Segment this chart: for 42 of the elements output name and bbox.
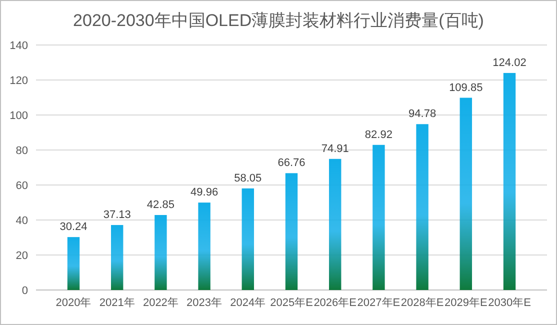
bar bbox=[372, 144, 385, 290]
x-tick-label: 2027年E bbox=[357, 297, 400, 309]
bar bbox=[198, 202, 210, 290]
data-label: 37.13 bbox=[103, 209, 131, 222]
data-label: 30.24 bbox=[60, 221, 88, 234]
data-label: 58.05 bbox=[234, 172, 262, 184]
x-tick-label: 2026年E bbox=[314, 297, 357, 309]
x-tick-label: 2023年 bbox=[186, 297, 222, 309]
y-tick-label: 140 bbox=[10, 40, 28, 52]
x-tick-label: 2020年 bbox=[56, 297, 92, 309]
bar bbox=[67, 237, 80, 290]
bar bbox=[328, 158, 342, 290]
bar bbox=[242, 188, 254, 290]
chart-title: 2020-2030年中国OLED薄膜封装材料行业消费量(百吨) bbox=[73, 11, 484, 30]
data-label: 124.02 bbox=[492, 56, 526, 69]
x-tick-label: 2024年 bbox=[230, 297, 266, 309]
x-tick-label: 2022年 bbox=[142, 297, 178, 309]
x-tick-label: 2030年E bbox=[488, 297, 531, 309]
y-tick-label: 80 bbox=[16, 144, 28, 157]
data-label: 82.92 bbox=[364, 128, 392, 141]
bar bbox=[503, 72, 516, 290]
data-label: 109.85 bbox=[449, 82, 483, 94]
data-label: 94.78 bbox=[408, 108, 436, 120]
y-tick-label: 60 bbox=[16, 180, 28, 192]
x-tick-label: 2028年E bbox=[400, 297, 444, 309]
data-label: 74.91 bbox=[321, 142, 349, 155]
data-label: 49.96 bbox=[190, 186, 218, 199]
y-tick-label: 100 bbox=[10, 110, 28, 122]
y-tick-label: 0 bbox=[22, 284, 28, 297]
bar bbox=[460, 98, 472, 290]
x-tick-label: 2029年E bbox=[444, 297, 488, 309]
bar bbox=[285, 173, 298, 290]
bar bbox=[110, 225, 124, 290]
y-tick-label: 20 bbox=[16, 250, 28, 262]
x-tick-label: 2025年E bbox=[270, 297, 313, 309]
data-label: 42.85 bbox=[146, 199, 174, 212]
x-tick-label: 2021年 bbox=[99, 297, 135, 309]
data-label: 66.76 bbox=[278, 157, 306, 170]
bar bbox=[416, 124, 428, 290]
y-tick-label: 120 bbox=[10, 74, 28, 87]
y-tick-label: 40 bbox=[16, 214, 28, 227]
bar bbox=[154, 215, 167, 290]
